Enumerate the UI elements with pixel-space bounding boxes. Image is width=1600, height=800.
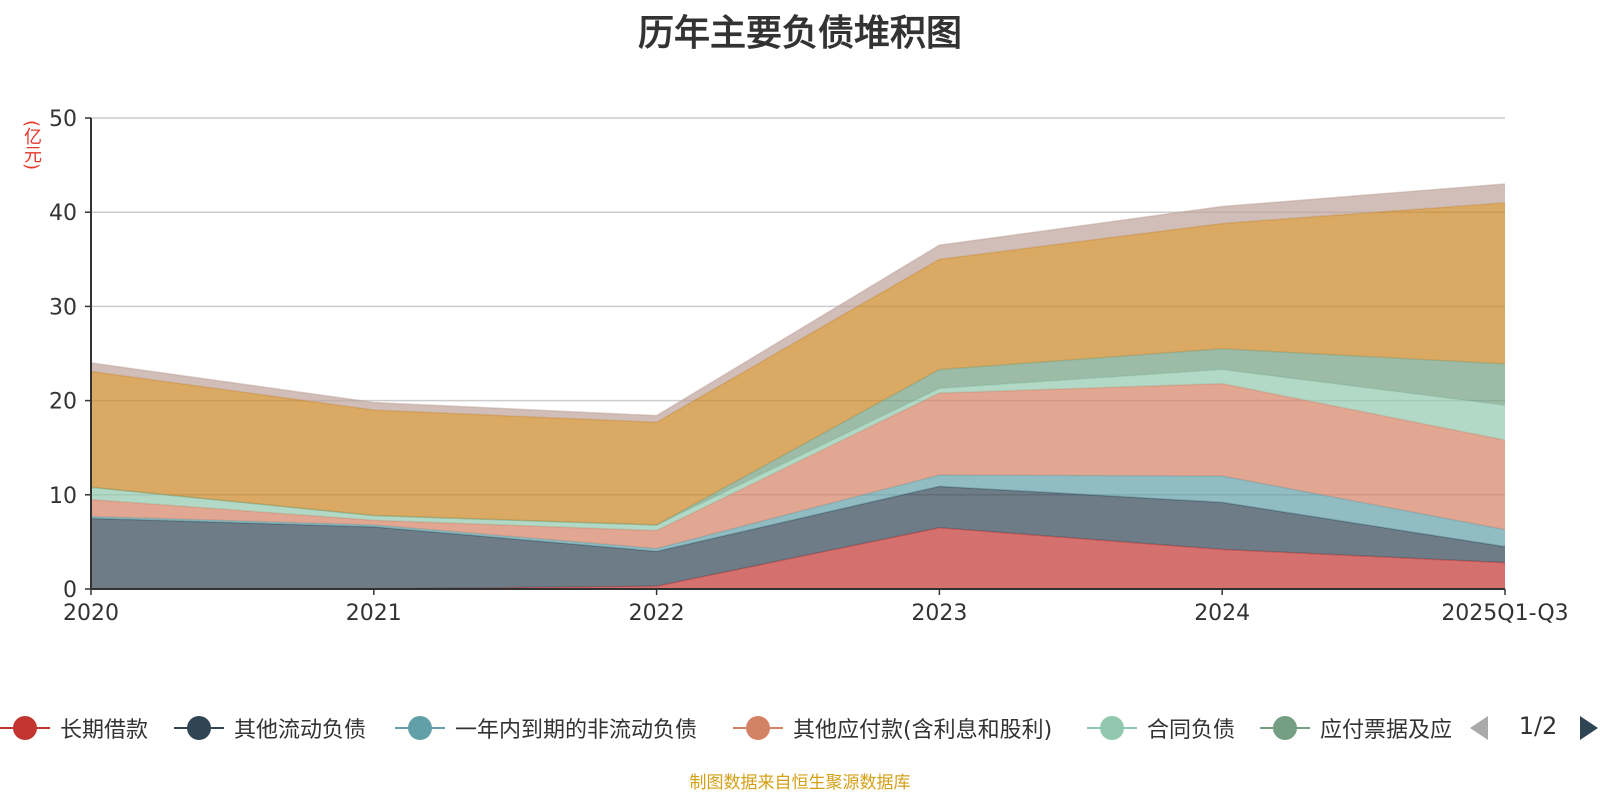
x-tick-label: 2020	[63, 601, 119, 626]
data-source-note: 制图数据来自恒生聚源数据库	[689, 773, 911, 793]
legend-next-page-icon[interactable]	[1580, 716, 1598, 740]
legend-symbol	[395, 708, 445, 748]
legend: 长期借款 其他流动负债 一年内到期的非流动负债 其他应付款(含利息和股利) 合同…	[0, 708, 1600, 748]
area-series	[91, 486, 1505, 589]
x-tick-label: 2023	[911, 601, 967, 626]
area-series	[91, 383, 1505, 549]
y-tick-label: 20	[49, 390, 77, 415]
legend-item-notes-accounts-payable[interactable]: 应付票据及应	[1260, 708, 1452, 748]
area-series	[91, 527, 1505, 589]
x-tick-label: 2021	[346, 601, 402, 626]
y-tick-label: 50	[49, 107, 77, 132]
legend-page-indicator: 1/2	[1518, 712, 1558, 740]
legend-label: 应付票据及应	[1320, 718, 1452, 743]
legend-label: 一年内到期的非流动负债	[455, 718, 698, 743]
legend-symbol	[1260, 708, 1310, 748]
area-series	[91, 202, 1505, 525]
legend-label: 长期借款	[60, 718, 149, 743]
legend-symbol	[174, 708, 224, 748]
y-tick-label: 40	[49, 201, 77, 226]
y-tick-label: 0	[63, 578, 77, 603]
legend-symbol	[0, 708, 50, 748]
legend-label: 合同负债	[1147, 718, 1236, 743]
area-series	[91, 183, 1505, 423]
area-series	[91, 348, 1505, 525]
x-tick-label: 2025Q1-Q3	[1441, 601, 1568, 626]
x-tick-label: 2024	[1194, 601, 1250, 626]
y-tick-label: 30	[49, 295, 77, 320]
legend-item-other-payables[interactable]: 其他应付款(含利息和股利)	[733, 708, 1052, 748]
legend-label: 其他应付款(含利息和股利)	[793, 718, 1053, 743]
area-series-line	[90, 183, 1506, 417]
area-series	[91, 475, 1505, 552]
legend-item-noncurrent-due-within-year[interactable]: 一年内到期的非流动负债	[395, 708, 697, 748]
chart-title: 历年主要负债堆积图	[637, 13, 962, 54]
legend-item-other-current-liabilities[interactable]: 其他流动负债	[174, 708, 366, 748]
legend-symbol	[1087, 708, 1137, 748]
legend-symbol	[733, 708, 783, 748]
legend-label: 其他流动负债	[234, 718, 367, 743]
y-axis-unit-label: (亿元)	[21, 120, 42, 171]
legend-item-contract-liabilities[interactable]: 合同负债	[1087, 708, 1235, 748]
legend-pager: 1/2	[1462, 708, 1600, 748]
y-tick-label: 10	[49, 484, 77, 509]
legend-prev-page-icon[interactable]	[1470, 716, 1488, 740]
legend-item-long-term-loan[interactable]: 长期借款	[0, 708, 148, 748]
x-tick-label: 2022	[629, 601, 685, 626]
